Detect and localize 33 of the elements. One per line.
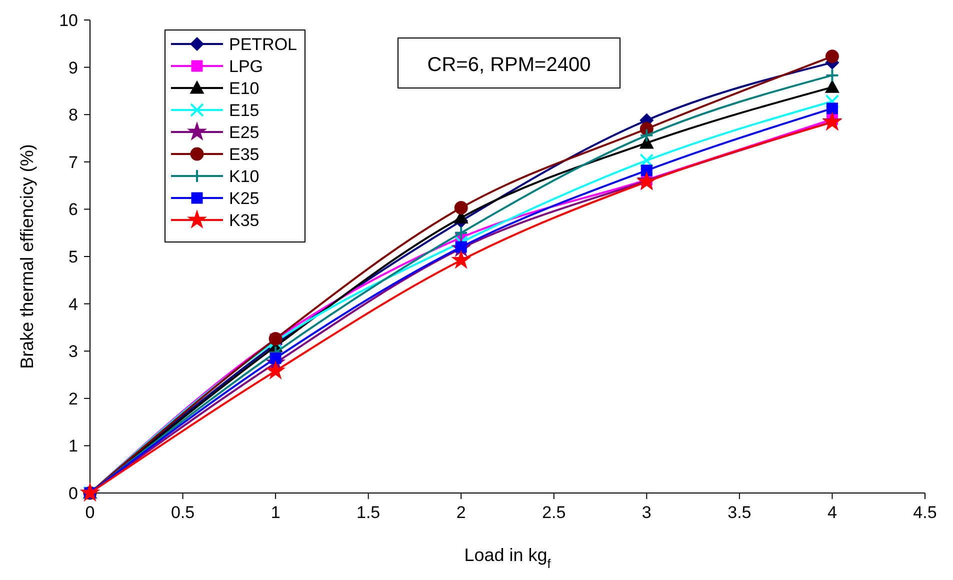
y-tick-label: 10 [59, 11, 78, 30]
legend-label: K10 [229, 167, 260, 186]
x-tick-label: 4 [827, 503, 837, 522]
y-tick-label: 9 [68, 58, 78, 78]
legend-label: E15 [229, 101, 260, 120]
y-tick-label: 3 [68, 342, 78, 362]
x-tick-label: 1 [270, 503, 280, 522]
y-tick-label: 6 [68, 200, 78, 220]
y-tick-label: 2 [68, 389, 78, 408]
y-tick-label: 7 [68, 152, 78, 172]
x-tick-label: 3 [642, 503, 652, 522]
y-axis-title: Brake thermal effiencicy (%) [17, 144, 37, 369]
x-tick-label: 0 [85, 503, 95, 522]
y-tick-label: 1 [68, 436, 78, 456]
legend-label: K35 [229, 211, 260, 230]
x-tick-label: 0.5 [170, 503, 195, 522]
x-tick-label: 4.5 [913, 503, 937, 522]
legend-label: LPG [229, 57, 264, 76]
y-tick-label: 5 [68, 248, 78, 266]
legend-label: PETROL [229, 35, 298, 54]
x-tick-label: 3.5 [728, 503, 752, 522]
x-tick-label: 2.5 [542, 503, 566, 522]
y-tick-label: 8 [68, 106, 78, 125]
y-tick-label: 0 [68, 484, 78, 503]
x-tick-label: 1.5 [356, 503, 380, 522]
legend-label: K25 [229, 189, 260, 208]
legend-label: E10 [229, 79, 260, 98]
legend-label: E35 [229, 145, 260, 164]
legend-label: E25 [229, 123, 260, 142]
x-axis-title: Load in kg$_{f}$ [464, 545, 552, 571]
y-tick-label: 4 [68, 294, 78, 314]
annotation: CR=6, RPM=2400 [427, 54, 591, 76]
x-tick-label: 2 [456, 503, 466, 522]
